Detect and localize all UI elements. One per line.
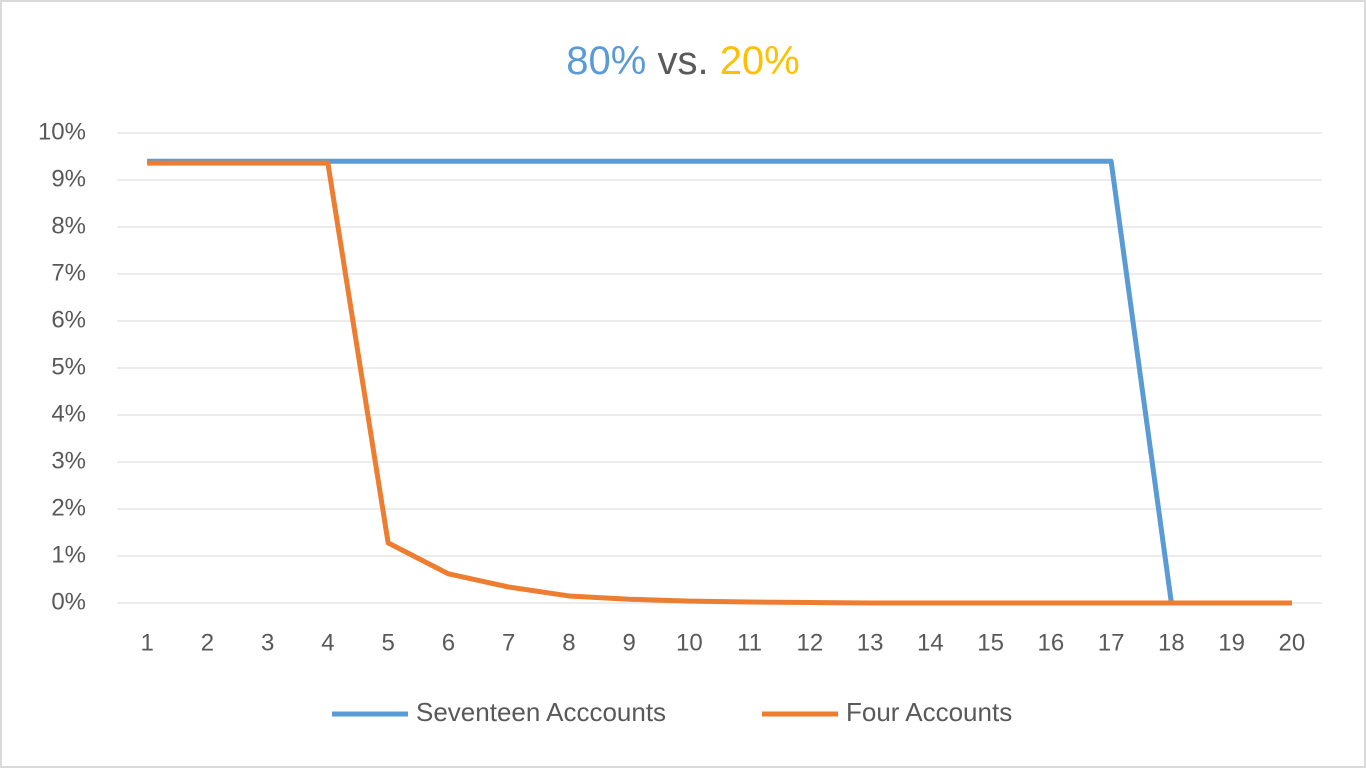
- title-part: 20%: [720, 39, 800, 83]
- legend-label: Seventeen Acccounts: [416, 697, 666, 727]
- x-tick-label: 14: [917, 629, 944, 656]
- x-tick-label: 11: [737, 629, 762, 656]
- y-tick-label: 1%: [51, 541, 86, 568]
- title-part: 80%: [566, 39, 646, 83]
- x-tick-label: 2: [201, 629, 214, 656]
- x-tick-label: 8: [562, 629, 575, 656]
- x-tick-label: 20: [1279, 629, 1306, 656]
- y-tick-label: 10%: [38, 118, 86, 145]
- x-tick-label: 9: [622, 629, 635, 656]
- y-tick-label: 7%: [51, 259, 86, 286]
- y-tick-label: 6%: [51, 306, 86, 333]
- x-tick-label: 6: [442, 629, 455, 656]
- x-tick-label: 7: [502, 629, 515, 656]
- y-tick-label: 8%: [51, 212, 86, 239]
- series-line: [147, 160, 1292, 606]
- chart-title: 80% vs. 20%: [566, 39, 800, 83]
- x-tick-label: 15: [977, 629, 1004, 656]
- legend-label: Four Accounts: [846, 697, 1012, 727]
- series-line: [147, 158, 1292, 606]
- x-tick-label: 12: [797, 629, 824, 656]
- x-tick-label: 1: [140, 629, 153, 656]
- y-tick-label: 3%: [51, 447, 86, 474]
- y-tick-label: 9%: [51, 165, 86, 192]
- y-tick-label: 2%: [51, 494, 86, 521]
- y-tick-label: 0%: [51, 588, 86, 615]
- x-tick-label: 5: [381, 629, 394, 656]
- x-tick-label: 19: [1218, 629, 1245, 656]
- x-tick-label: 17: [1098, 629, 1125, 656]
- x-tick-label: 13: [857, 629, 884, 656]
- y-tick-label: 5%: [51, 353, 86, 380]
- x-tick-label: 18: [1158, 629, 1185, 656]
- x-tick-label: 3: [261, 629, 274, 656]
- x-tick-label: 4: [321, 629, 334, 656]
- title-part: vs.: [657, 39, 708, 83]
- x-tick-label: 16: [1038, 629, 1065, 656]
- x-tick-label: 10: [676, 629, 703, 656]
- y-tick-label: 4%: [51, 400, 86, 427]
